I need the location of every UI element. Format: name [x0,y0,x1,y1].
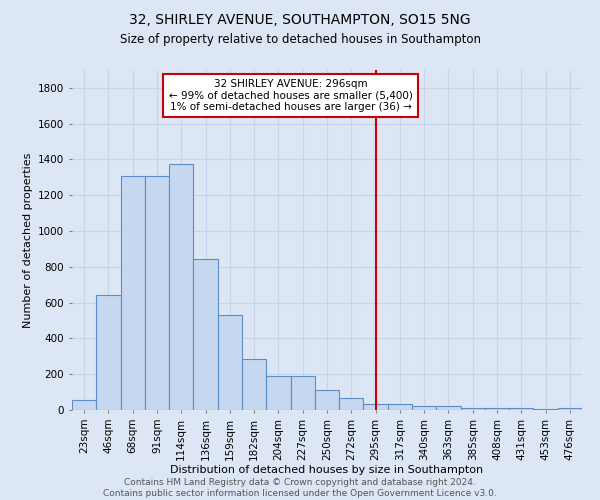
Bar [218,315,242,410]
Bar [266,376,290,410]
Bar [461,408,485,410]
Bar [169,164,193,410]
Text: Contains HM Land Registry data © Crown copyright and database right 2024.
Contai: Contains HM Land Registry data © Crown c… [103,478,497,498]
Text: 32, SHIRLEY AVENUE, SOUTHAMPTON, SO15 5NG: 32, SHIRLEY AVENUE, SOUTHAMPTON, SO15 5N… [129,12,471,26]
Text: Size of property relative to detached houses in Southampton: Size of property relative to detached ho… [119,32,481,46]
Bar [339,398,364,410]
Bar [121,176,145,410]
Bar [145,176,169,410]
Bar [96,296,121,410]
Bar [436,406,461,410]
Bar [364,404,388,410]
Bar [388,404,412,410]
Bar [533,409,558,410]
Bar [242,359,266,410]
Bar [509,408,533,410]
Bar [290,376,315,410]
Y-axis label: Number of detached properties: Number of detached properties [23,152,32,328]
Bar [412,406,436,410]
Bar [558,408,582,410]
Bar [315,390,339,410]
Bar [485,408,509,410]
X-axis label: Distribution of detached houses by size in Southampton: Distribution of detached houses by size … [170,466,484,475]
Text: 32 SHIRLEY AVENUE: 296sqm
← 99% of detached houses are smaller (5,400)
1% of sem: 32 SHIRLEY AVENUE: 296sqm ← 99% of detac… [169,79,413,112]
Bar [193,259,218,410]
Bar [72,400,96,410]
